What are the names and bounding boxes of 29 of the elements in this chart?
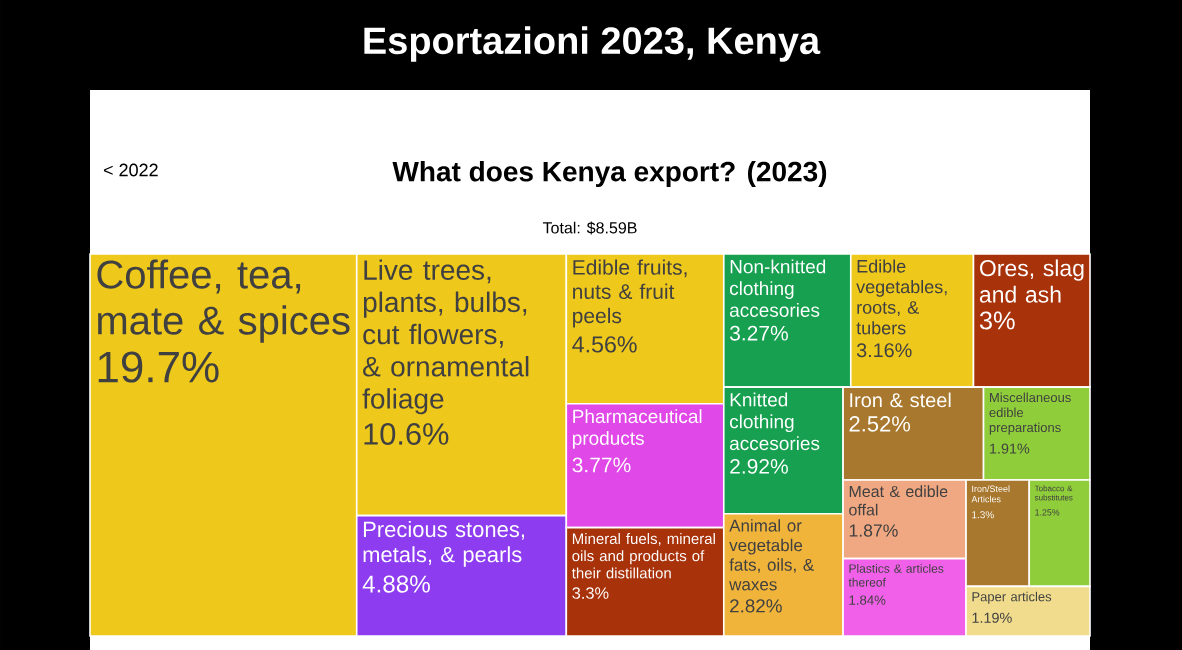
data-label: 19.7% bbox=[98, 351, 219, 383]
data-label: 10.6% bbox=[364, 423, 449, 445]
text: What does Kenya export? (2023) bbox=[392, 160, 827, 188]
category-label: Animal or vegetable fats, oils, & waxes bbox=[729, 519, 814, 591]
data-label: 3.27% bbox=[729, 325, 788, 341]
data-label: 2.52% bbox=[849, 416, 911, 432]
text: < 2022 bbox=[103, 163, 158, 177]
category-label: Meat & edible offal bbox=[849, 485, 948, 516]
data-label: 1.87% bbox=[849, 524, 898, 537]
category-label: Pharmaceutical products bbox=[572, 409, 702, 449]
category-label: Precious stones, metals, & pearls bbox=[363, 520, 524, 567]
category-label: Knitted clothing accesories bbox=[729, 392, 820, 451]
category-label: Iron & steel bbox=[850, 392, 951, 408]
data-label: 4.88% bbox=[362, 575, 430, 593]
data-label: 3.77% bbox=[572, 457, 631, 473]
category-label: Non-knitted clothing accesories bbox=[729, 259, 826, 317]
category-label: Edible vegetables, roots, & tubers bbox=[856, 259, 947, 335]
data-label: 4.56% bbox=[572, 336, 637, 353]
category-label: Coffee, tea, mate & spices bbox=[97, 259, 350, 343]
text: Esportazioni 2023, Kenya bbox=[364, 26, 821, 62]
text: Total: $8.59B bbox=[542, 221, 637, 235]
data-label: 2.92% bbox=[730, 458, 788, 474]
data-label: 3% bbox=[979, 311, 1015, 330]
category-label: Live trees, plants, bulbs, cut flowers, & ornamental foliage bbox=[362, 259, 529, 415]
category-label: Edible fruits, nuts & fruit peels bbox=[573, 259, 687, 328]
category-label: Ores, slag and ash bbox=[979, 259, 1084, 303]
data-label: 2.82% bbox=[730, 599, 782, 613]
data-label: 3.3% bbox=[572, 587, 609, 599]
data-label: 3.16% bbox=[856, 343, 912, 358]
